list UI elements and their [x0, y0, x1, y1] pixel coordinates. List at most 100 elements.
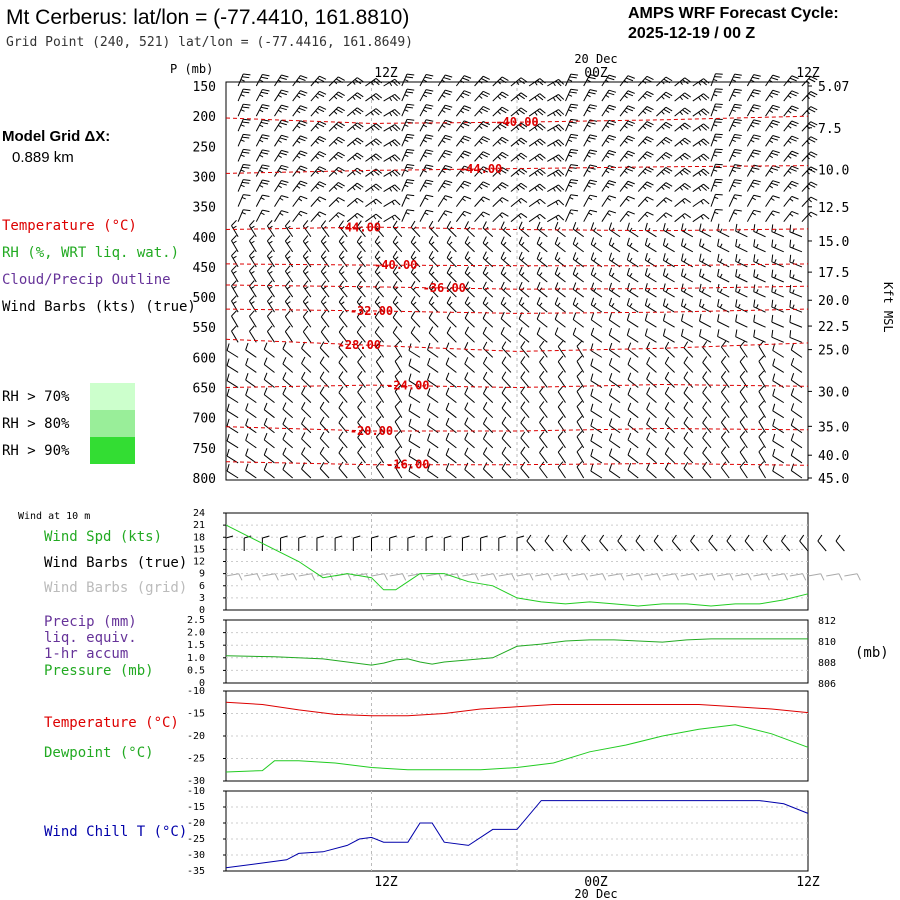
xsec-wind-barb-flag: [406, 209, 415, 212]
xsec-wind-barb: [510, 107, 528, 117]
xsec-wind-barb-half-flag: [569, 212, 574, 215]
xsec-wind-barb: [554, 282, 566, 298]
xsec-wind-barb-flag: [646, 372, 651, 380]
xsec-wind-barb-flag: [570, 103, 579, 106]
xsec-wind-barb: [437, 180, 453, 192]
xsec-wind-barb-staff: [445, 379, 457, 388]
xsec-wind-barb-flag: [720, 355, 727, 363]
xsec-wind-barb: [310, 196, 327, 207]
xsec-wind-barb-flag: [644, 138, 652, 143]
xsec-wind-barb-half-flag: [370, 96, 374, 101]
xsec-wind-barb-half-flag: [412, 226, 417, 230]
xsec-wind-barb-half-flag: [731, 124, 736, 127]
xsec-wind-barb-flag: [752, 106, 760, 110]
xsec-wind-barb-flag: [243, 209, 251, 212]
xsec-wind-barb-staff: [663, 335, 675, 343]
xsec-wind-barb: [565, 73, 579, 87]
xsec-wind-barb-flag: [338, 76, 345, 81]
xsec-wind-barb-half-flag: [787, 110, 792, 114]
xsec-wind-barb-half-flag: [661, 110, 665, 115]
xsec-wind-barb: [437, 210, 453, 222]
xsec-wind-barb-half-flag: [769, 124, 774, 129]
xsec-wind-barb: [583, 104, 598, 117]
wind-true-barb: [781, 534, 791, 552]
xsec-wind-barb-staff: [237, 88, 244, 102]
xsec-wind-barb-flag: [682, 139, 689, 145]
xsec-wind-barb: [664, 341, 675, 358]
xsec-wind-barb-half-flag: [518, 199, 522, 204]
xsec-wind-barb-staff: [717, 275, 730, 283]
xsec-wind-barb-flag: [260, 76, 269, 80]
xsec-wind-barb-flag: [555, 186, 562, 192]
xsec-wind-barb: [801, 121, 818, 132]
xsec-wind-barb: [338, 416, 348, 434]
xsec-wind-barb: [608, 222, 621, 238]
xsec-wind-barb-flag: [699, 298, 702, 307]
xsec-wind-barb-half-flag: [340, 226, 345, 230]
xsec-wind-barb-staff: [237, 209, 244, 222]
xsec-wind-barb: [576, 400, 585, 418]
xsec-wind-barb-flag: [753, 284, 756, 292]
xsec-wind-barb: [428, 281, 439, 298]
xsec-wind-barb-half-flag: [682, 215, 686, 219]
xsec-wind-barb: [301, 417, 312, 434]
xsec-wind-barb-flag: [319, 181, 327, 186]
xsec-wind-barb-flag: [700, 125, 707, 131]
xsec-wind-barb-flag: [808, 183, 816, 188]
xsec-wind-barb-flag: [356, 107, 364, 113]
xsec-wind-barb-flag: [249, 325, 255, 332]
xsec-wind-barb-half-flag: [389, 172, 393, 177]
wind-y-tick-label: 12: [193, 557, 205, 568]
pressure-tick-label: 550: [193, 321, 216, 336]
xsec-wind-barb-half-flag: [665, 243, 669, 248]
xsec-wind-barb-half-flag: [370, 111, 374, 116]
xsec-wind-barb-staff: [446, 287, 457, 298]
xsec-wind-barb-half-flag: [268, 301, 273, 305]
xsec-wind-barb-half-flag: [466, 302, 471, 306]
xsec-wind-barb-flag: [354, 154, 362, 160]
xsec-wind-barb: [758, 370, 766, 388]
wind-grid-barb-flag: [402, 573, 407, 581]
xsec-wind-barb-flag: [627, 357, 632, 365]
xsec-wind-barb: [248, 265, 257, 283]
xsec-wind-barb-flag: [279, 182, 287, 186]
xsec-wind-barb: [464, 296, 475, 313]
xsec-wind-barb: [492, 106, 509, 117]
xsec-wind-barb-staff: [510, 197, 522, 208]
xsec-wind-barb-staff: [464, 287, 475, 298]
wind-grid-barb-staff: [553, 573, 567, 577]
xsec-wind-barb-staff: [231, 270, 239, 283]
xsec-wind-barb-flag: [646, 387, 651, 395]
xsec-wind-barb-half-flag: [679, 126, 683, 131]
xsec-wind-barb-flag: [789, 315, 792, 323]
xsec-wind-barb-flag: [445, 402, 450, 410]
legend-barbs-grid: Wind Barbs (grid): [44, 580, 187, 596]
xsec-wind-barb-flag: [683, 416, 689, 424]
xsec-wind-barb: [608, 327, 621, 343]
xsec-wind-barb-flag: [501, 461, 507, 469]
wind-true-barb-flag: [799, 534, 805, 542]
height-tick-label: 5.07: [818, 80, 849, 95]
xsec-wind-barb-half-flag: [792, 229, 795, 234]
wind-true-barb-flag: [480, 535, 488, 539]
xsec-wind-barb-flag: [298, 92, 306, 97]
xsec-wind-barb: [492, 182, 509, 192]
xsec-wind-barb-half-flag: [714, 211, 719, 215]
xsec-wind-barb-flag: [281, 89, 289, 93]
xsec-wind-barb-staff: [717, 290, 730, 298]
xsec-wind-barb-flag: [772, 358, 776, 366]
xsec-wind-barb: [263, 432, 275, 449]
xsec-wind-barb-staff: [357, 467, 366, 479]
xsec-wind-barb-staff: [791, 409, 803, 419]
xsec-wind-barb: [735, 254, 748, 268]
xsec-wind-barb-half-flag: [679, 81, 683, 86]
xsec-wind-barb-staff: [627, 319, 639, 328]
xsec-wind-barb-staff: [518, 333, 530, 343]
xsec-wind-barb: [627, 463, 639, 479]
xsec-wind-barb: [801, 106, 818, 117]
xsec-wind-barb-flag: [699, 223, 702, 231]
xsec-wind-barb: [427, 388, 439, 404]
xsec-wind-barb-flag: [663, 154, 671, 159]
xsec-wind-barb-half-flag: [737, 258, 741, 263]
xsec-wind-barb-staff: [609, 394, 621, 404]
